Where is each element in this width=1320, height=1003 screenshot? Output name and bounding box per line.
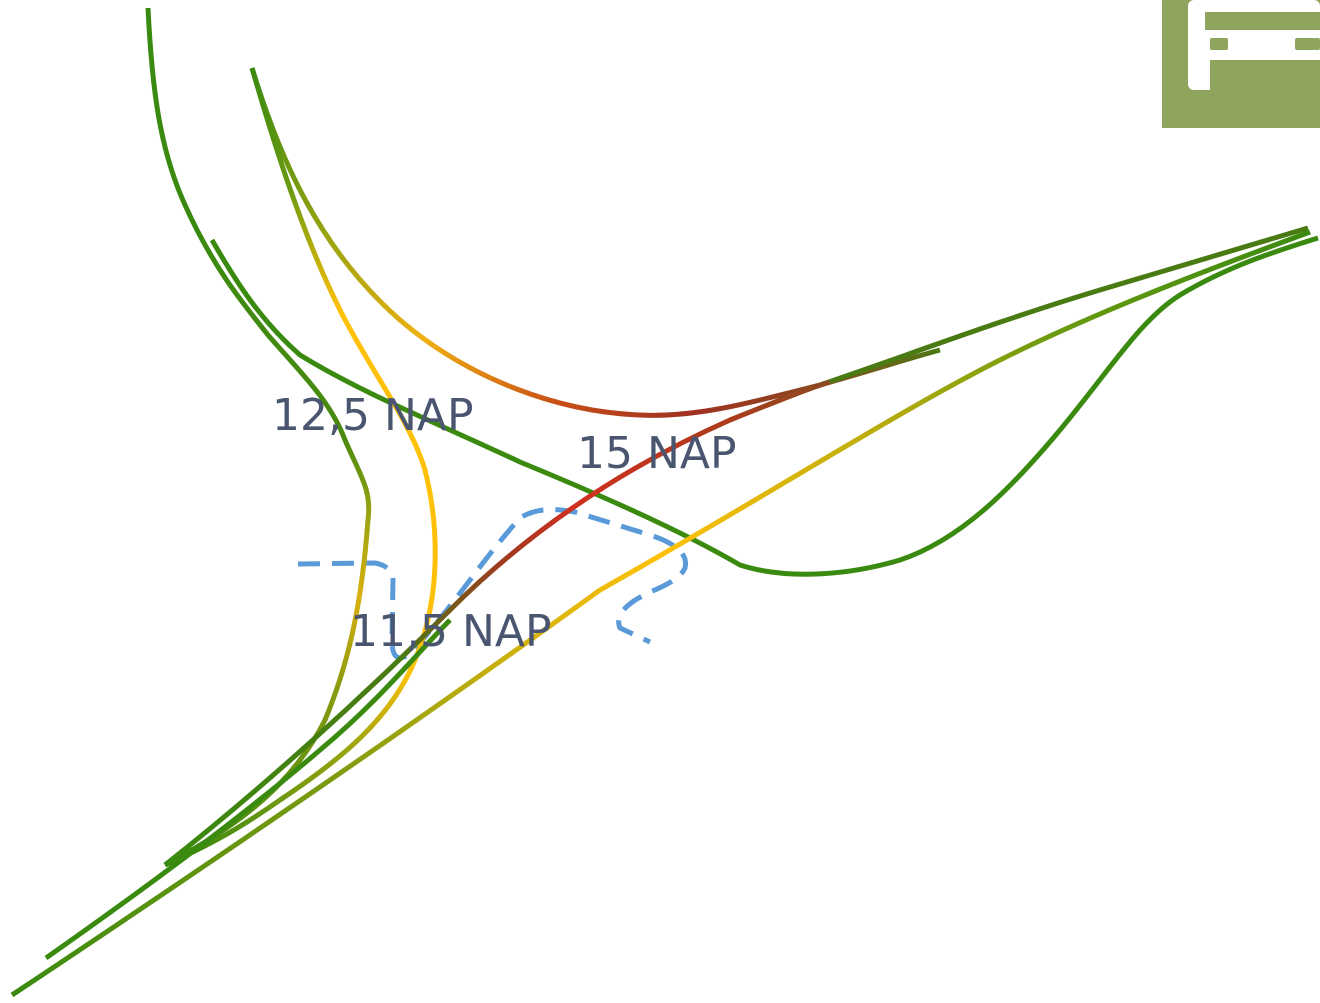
car-icon bbox=[1162, 0, 1320, 128]
road-west-east-connector bbox=[209, 235, 1319, 577]
road-left-outer bbox=[145, 7, 372, 868]
road-east-main bbox=[819, 225, 1309, 388]
label-elevation-12-5: 12,5 NAP bbox=[272, 390, 474, 441]
road-yellow-ramp bbox=[163, 67, 438, 868]
road-southwest-green bbox=[44, 618, 452, 961]
label-elevation-15: 15 NAP bbox=[577, 428, 737, 479]
road-north-arc bbox=[249, 67, 941, 418]
road-red-flyover bbox=[163, 379, 831, 867]
road-diagonal-main bbox=[10, 229, 1311, 998]
label-elevation-11-5: 11,5 NAP bbox=[350, 606, 552, 657]
water-dashed-line bbox=[297, 507, 689, 661]
